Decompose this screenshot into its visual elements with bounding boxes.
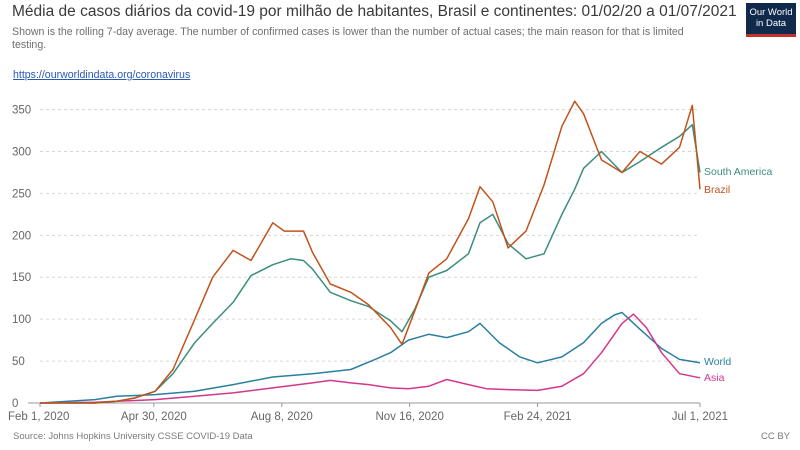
y-tick-label: 200 xyxy=(12,230,31,242)
y-tick-label: 350 xyxy=(12,105,31,117)
x-tick-label: Nov 16, 2020 xyxy=(375,411,443,423)
y-tick-label: 150 xyxy=(12,272,31,284)
x-tick-label: Aug 8, 2020 xyxy=(251,411,313,423)
series-line-south-america xyxy=(40,123,701,404)
y-tick-label: 0 xyxy=(12,398,18,410)
owid-logo[interactable]: Our World in Data xyxy=(746,3,796,37)
y-tick-label: 100 xyxy=(12,314,31,326)
chart-title: Média de casos diários da covid-19 por m… xyxy=(12,3,737,20)
x-tick-label: Jul 1, 2021 xyxy=(672,411,728,423)
logo-line-2: in Data xyxy=(755,18,787,29)
y-tick-label: 300 xyxy=(12,146,31,158)
license-label: CC BY xyxy=(760,431,790,442)
y-tick-label: 50 xyxy=(12,356,25,368)
logo-line-1: Our World xyxy=(749,7,793,18)
series-label-world: World xyxy=(704,356,731,368)
y-tick-label: 250 xyxy=(12,188,31,200)
x-tick-label: Feb 1, 2020 xyxy=(8,411,69,423)
source-note: Source: Johns Hopkins University CSSE CO… xyxy=(13,431,253,442)
series-line-brazil xyxy=(40,100,701,404)
series-label-asia: Asia xyxy=(704,372,725,384)
source-link[interactable]: https://ourworldindata.org/coronavirus xyxy=(13,69,191,81)
x-tick-label: Apr 30, 2020 xyxy=(121,411,187,423)
series-label-brazil: Brazil xyxy=(704,184,730,196)
series-label-south-america: South America xyxy=(704,166,772,178)
chart-subtitle: Shown is the rolling 7-day average. The … xyxy=(12,26,684,51)
x-tick-label: Feb 24, 2021 xyxy=(504,411,572,423)
series-line-asia xyxy=(39,313,701,404)
series-line-world xyxy=(39,311,701,404)
